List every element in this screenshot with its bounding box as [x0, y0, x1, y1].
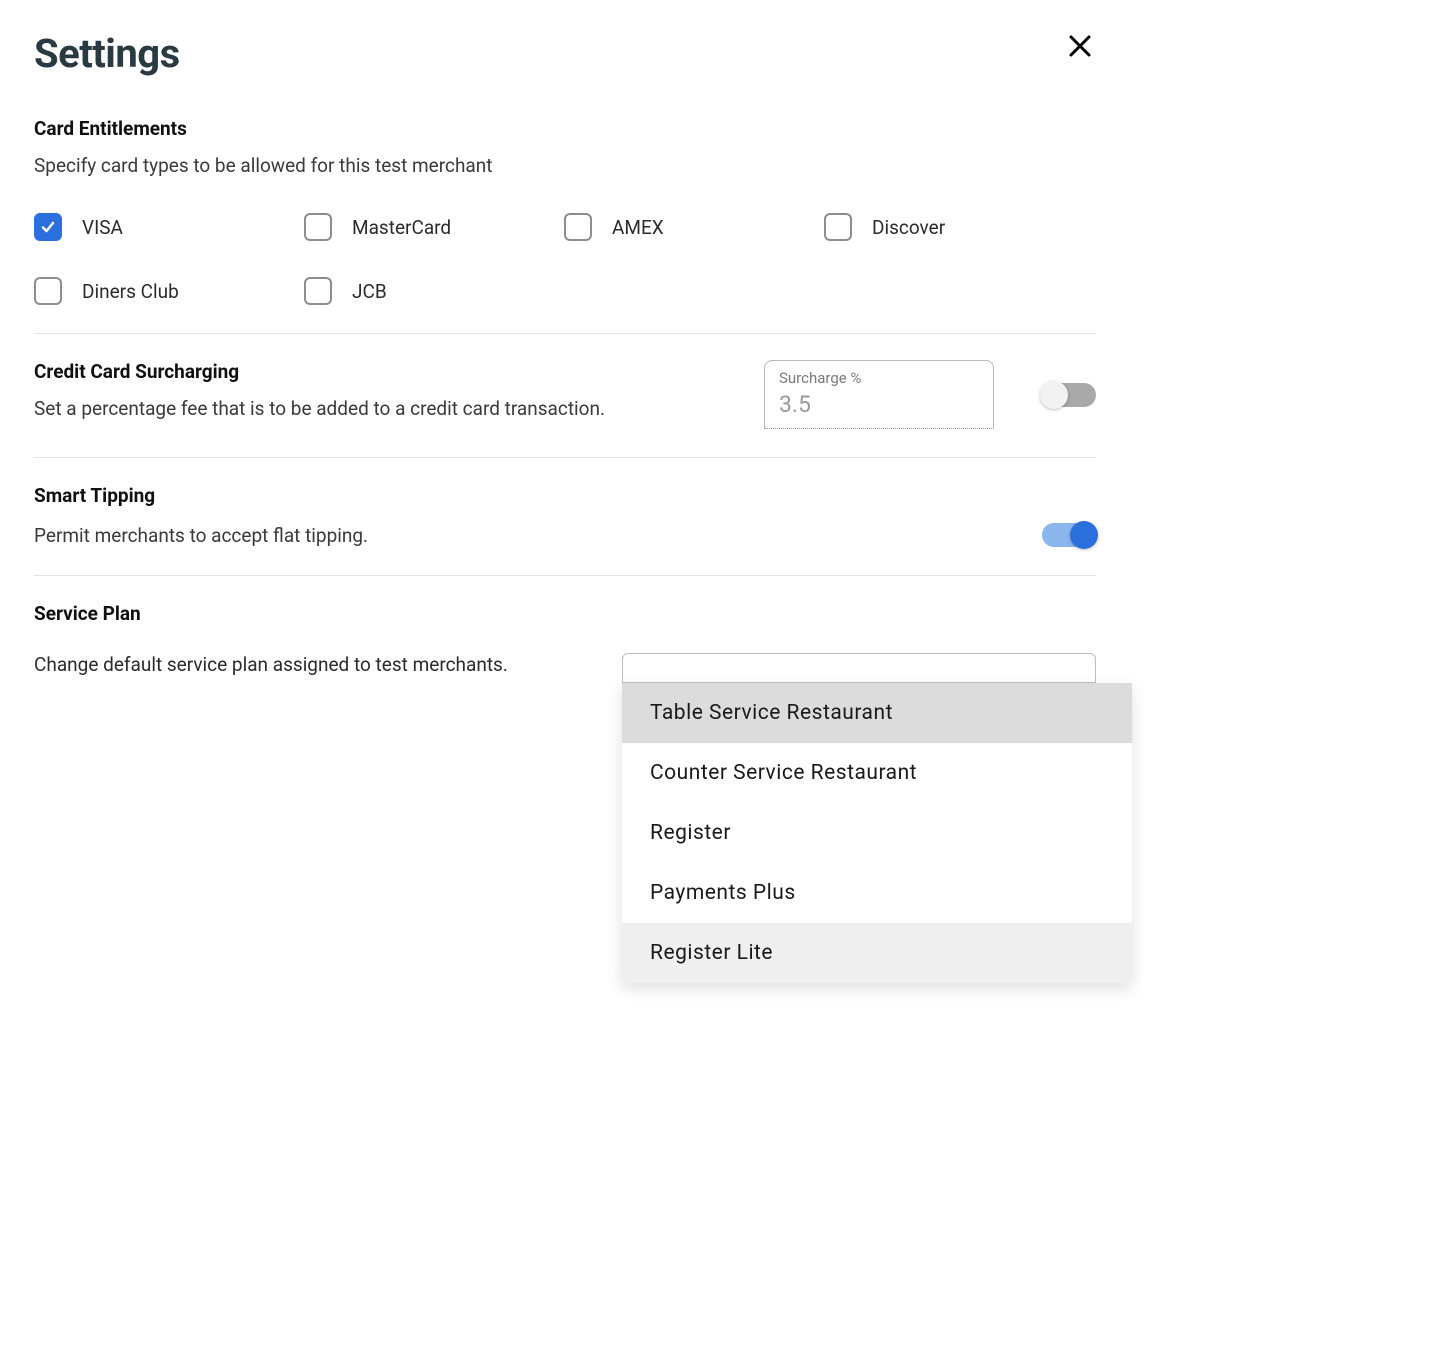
service-plan-dropdown: Table Service RestaurantCounter Service … [622, 683, 1132, 983]
card-option-discover[interactable]: Discover [824, 213, 1096, 241]
close-button[interactable] [1064, 30, 1096, 62]
smart-tipping-section: Smart Tipping Permit merchants to accept… [34, 484, 1096, 576]
settings-dialog: Settings Card Entitlements Specify card … [0, 0, 1130, 711]
checkbox[interactable] [34, 213, 62, 241]
section-description: Change default service plan assigned to … [34, 653, 582, 676]
checkbox-label: VISA [82, 216, 123, 239]
section-title: Credit Card Surcharging [34, 360, 734, 383]
dropdown-option[interactable]: Register [622, 803, 1132, 863]
toggle-thumb [1040, 381, 1068, 409]
checkbox-label: Diners Club [82, 280, 179, 303]
checkbox-label: Discover [872, 216, 945, 239]
checkbox[interactable] [824, 213, 852, 241]
section-description: Permit merchants to accept flat tipping. [34, 524, 368, 547]
smart-tipping-toggle[interactable] [1042, 523, 1096, 547]
card-option-amex[interactable]: AMEX [564, 213, 824, 241]
check-icon [40, 219, 56, 235]
dropdown-option[interactable]: Counter Service Restaurant [622, 743, 1132, 803]
card-option-diners-club[interactable]: Diners Club [34, 277, 304, 305]
checkbox-label: MasterCard [352, 216, 451, 239]
card-options-grid: VISA MasterCard AMEX Discover Diners Club JCB [34, 213, 1096, 305]
surcharging-section: Credit Card Surcharging Set a percentage… [34, 360, 1096, 458]
dropdown-option[interactable]: Payments Plus [622, 863, 1132, 923]
surcharge-toggle[interactable] [1042, 383, 1096, 407]
service-plan-section: Service Plan Change default service plan… [34, 602, 1096, 711]
close-icon [1068, 34, 1092, 58]
surcharge-input[interactable] [779, 391, 979, 418]
checkbox[interactable] [304, 213, 332, 241]
checkbox[interactable] [564, 213, 592, 241]
select-field[interactable] [622, 653, 1096, 683]
section-title: Service Plan [34, 602, 1096, 625]
card-entitlements-section: Card Entitlements Specify card types to … [34, 117, 1096, 334]
dialog-header: Settings [34, 30, 1096, 77]
checkbox[interactable] [34, 277, 62, 305]
card-option-visa[interactable]: VISA [34, 213, 304, 241]
service-plan-select[interactable]: Table Service RestaurantCounter Service … [622, 653, 1096, 683]
section-title: Smart Tipping [34, 484, 1096, 507]
checkbox-label: AMEX [612, 216, 664, 239]
surcharge-input-label: Surcharge % [779, 369, 979, 387]
section-description: Set a percentage fee that is to be added… [34, 397, 734, 420]
section-title: Card Entitlements [34, 117, 1096, 140]
checkbox[interactable] [304, 277, 332, 305]
checkbox-label: JCB [352, 280, 387, 303]
toggle-thumb [1070, 521, 1098, 549]
card-option-jcb[interactable]: JCB [304, 277, 564, 305]
page-title: Settings [34, 30, 180, 77]
dropdown-option[interactable]: Register Lite [622, 923, 1132, 983]
card-option-mastercard[interactable]: MasterCard [304, 213, 564, 241]
dropdown-option[interactable]: Table Service Restaurant [622, 683, 1132, 743]
surcharge-input-wrapper: Surcharge % [764, 360, 994, 429]
section-description: Specify card types to be allowed for thi… [34, 154, 1096, 177]
